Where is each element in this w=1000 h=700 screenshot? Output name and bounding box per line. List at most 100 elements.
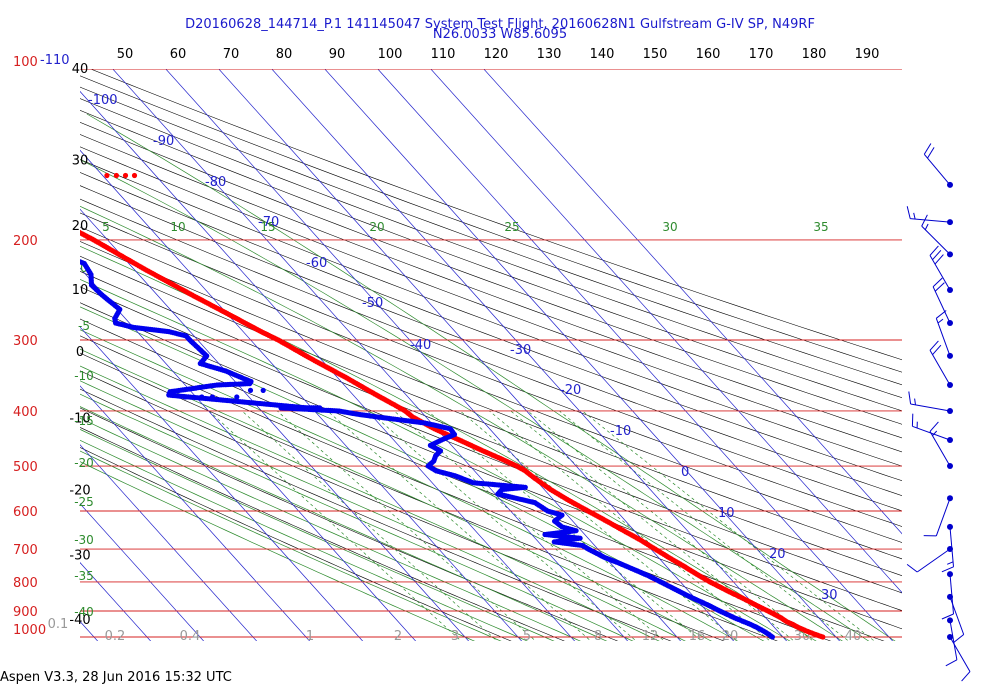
mixing-ratio-label: 12 (642, 629, 659, 644)
wind-barb-feather (941, 613, 954, 620)
dry-adiabat (80, 427, 565, 641)
wind-barb-feather (927, 147, 935, 159)
top-scale-label: 150 (643, 47, 668, 62)
wind-barb-feather (961, 671, 971, 682)
top-scale-label: 70 (223, 47, 240, 62)
dewpoint-trace (0, 231, 776, 640)
dry-adiabat (80, 75, 902, 373)
dry-adiabat (80, 198, 902, 512)
wind-barb-feather (953, 634, 965, 643)
moist-adiabat-label: 10 (170, 220, 185, 234)
dry-adiabat (80, 146, 902, 453)
wind-barb (929, 421, 953, 469)
isotherm (80, 326, 364, 641)
mixing-ratio-line (510, 410, 795, 641)
dewpoint-point (49, 248, 54, 253)
temperature-point (26, 204, 31, 209)
pressure-label: 400 (13, 405, 38, 420)
isotherm (80, 385, 311, 641)
left-scale-label: 20 (72, 219, 89, 234)
moist-adiabat-label: 20 (369, 220, 384, 234)
wind-barb (906, 546, 953, 573)
temperature-point (4, 192, 9, 197)
mixing-ratio-label: 16 (689, 629, 706, 644)
mixing-ratio-line (582, 410, 875, 641)
moist-adiabat-label: 5 (102, 220, 110, 234)
mixing-ratio-label: 2 (394, 629, 402, 644)
pressure-label: 800 (13, 576, 38, 591)
dewpoint-point (43, 246, 48, 251)
wind-barb-staff (929, 431, 951, 467)
dewpoint-point (66, 255, 71, 260)
left-scale-label: 10 (72, 283, 89, 298)
moist-adiabat-label: 30 (662, 220, 677, 234)
temperature-point (113, 172, 119, 179)
wind-barb (921, 214, 953, 258)
chart-title-line-2: N26.0033 W85.6095 (432, 27, 568, 42)
mixing-ratio-label: 0.1 (48, 617, 69, 632)
temperature-point (48, 215, 53, 220)
isotherm (271, 69, 788, 641)
temperature-point (0, 189, 3, 194)
wind-barb-half-feather (932, 430, 938, 437)
dewpoint-point (45, 246, 50, 251)
dewpoint-point (53, 249, 58, 254)
wind-barb (947, 634, 971, 682)
dewpoint-point (260, 387, 266, 393)
dry-adiabat (80, 241, 902, 560)
dewpoint-point (0, 231, 5, 236)
wind-barb-feather (923, 143, 932, 155)
dewpoint-point (61, 253, 66, 258)
temperature-point (6, 193, 11, 198)
left-scale-label: -10 (69, 411, 90, 426)
top-scale-label: 190 (855, 47, 880, 62)
temperature-point (31, 207, 36, 212)
wind-barb-feather (935, 310, 947, 319)
temperature-point (50, 216, 55, 221)
isotherm-label: -20 (560, 383, 581, 398)
pressure-label: 900 (13, 605, 38, 620)
dewpoint-point (199, 394, 205, 400)
isotherm-label: 0 (681, 465, 689, 480)
top-scale-label: 140 (590, 47, 615, 62)
dry-adiabat (80, 159, 902, 467)
wind-barb-feather (921, 214, 928, 227)
temperature-point (37, 210, 42, 215)
wind-barb (923, 143, 953, 188)
temperature-point (131, 172, 138, 179)
temperature-point (39, 211, 44, 216)
footer-version-timestamp: Aspen V3.3, 28 Jun 2016 15:32 UTC (0, 670, 232, 685)
wind-barb-feather (934, 282, 945, 292)
dewpoint-point (209, 394, 215, 400)
moist-adiabat-label: -40 (74, 605, 94, 619)
moist-adiabat-label: -10 (74, 369, 94, 383)
dry-adiabat (90, 69, 902, 361)
isotherm (80, 208, 470, 641)
wind-barb-column (906, 143, 971, 682)
wind-barb-staff (921, 225, 951, 255)
wind-barb-feather (929, 245, 939, 256)
dewpoint-point (80, 259, 82, 264)
temperature-point (65, 224, 70, 229)
temperature-point (56, 219, 61, 224)
moist-adiabat (80, 205, 843, 641)
wind-barb-staff (935, 498, 951, 537)
dry-adiabat (80, 286, 902, 611)
temperature-point (0, 190, 5, 195)
isotherm (80, 503, 205, 641)
dry-adiabat (80, 226, 902, 543)
temperature-point (1, 175, 6, 180)
isotherm-label: -10 (610, 424, 631, 439)
wind-barb-feather (934, 254, 944, 265)
wind-barb (932, 277, 953, 326)
top-scale-label: 100 (378, 47, 403, 62)
mixing-ratio-label: 1 (306, 629, 314, 644)
wind-barb-staff (949, 620, 958, 660)
isotherm (377, 69, 894, 641)
left-scale-label: -30 (69, 548, 90, 563)
dry-adiabat (80, 134, 902, 439)
isotherm (0, 56, 1, 651)
temperature-point (7, 194, 12, 199)
temperature-point (0, 188, 2, 193)
wind-barb-feather (908, 391, 912, 405)
